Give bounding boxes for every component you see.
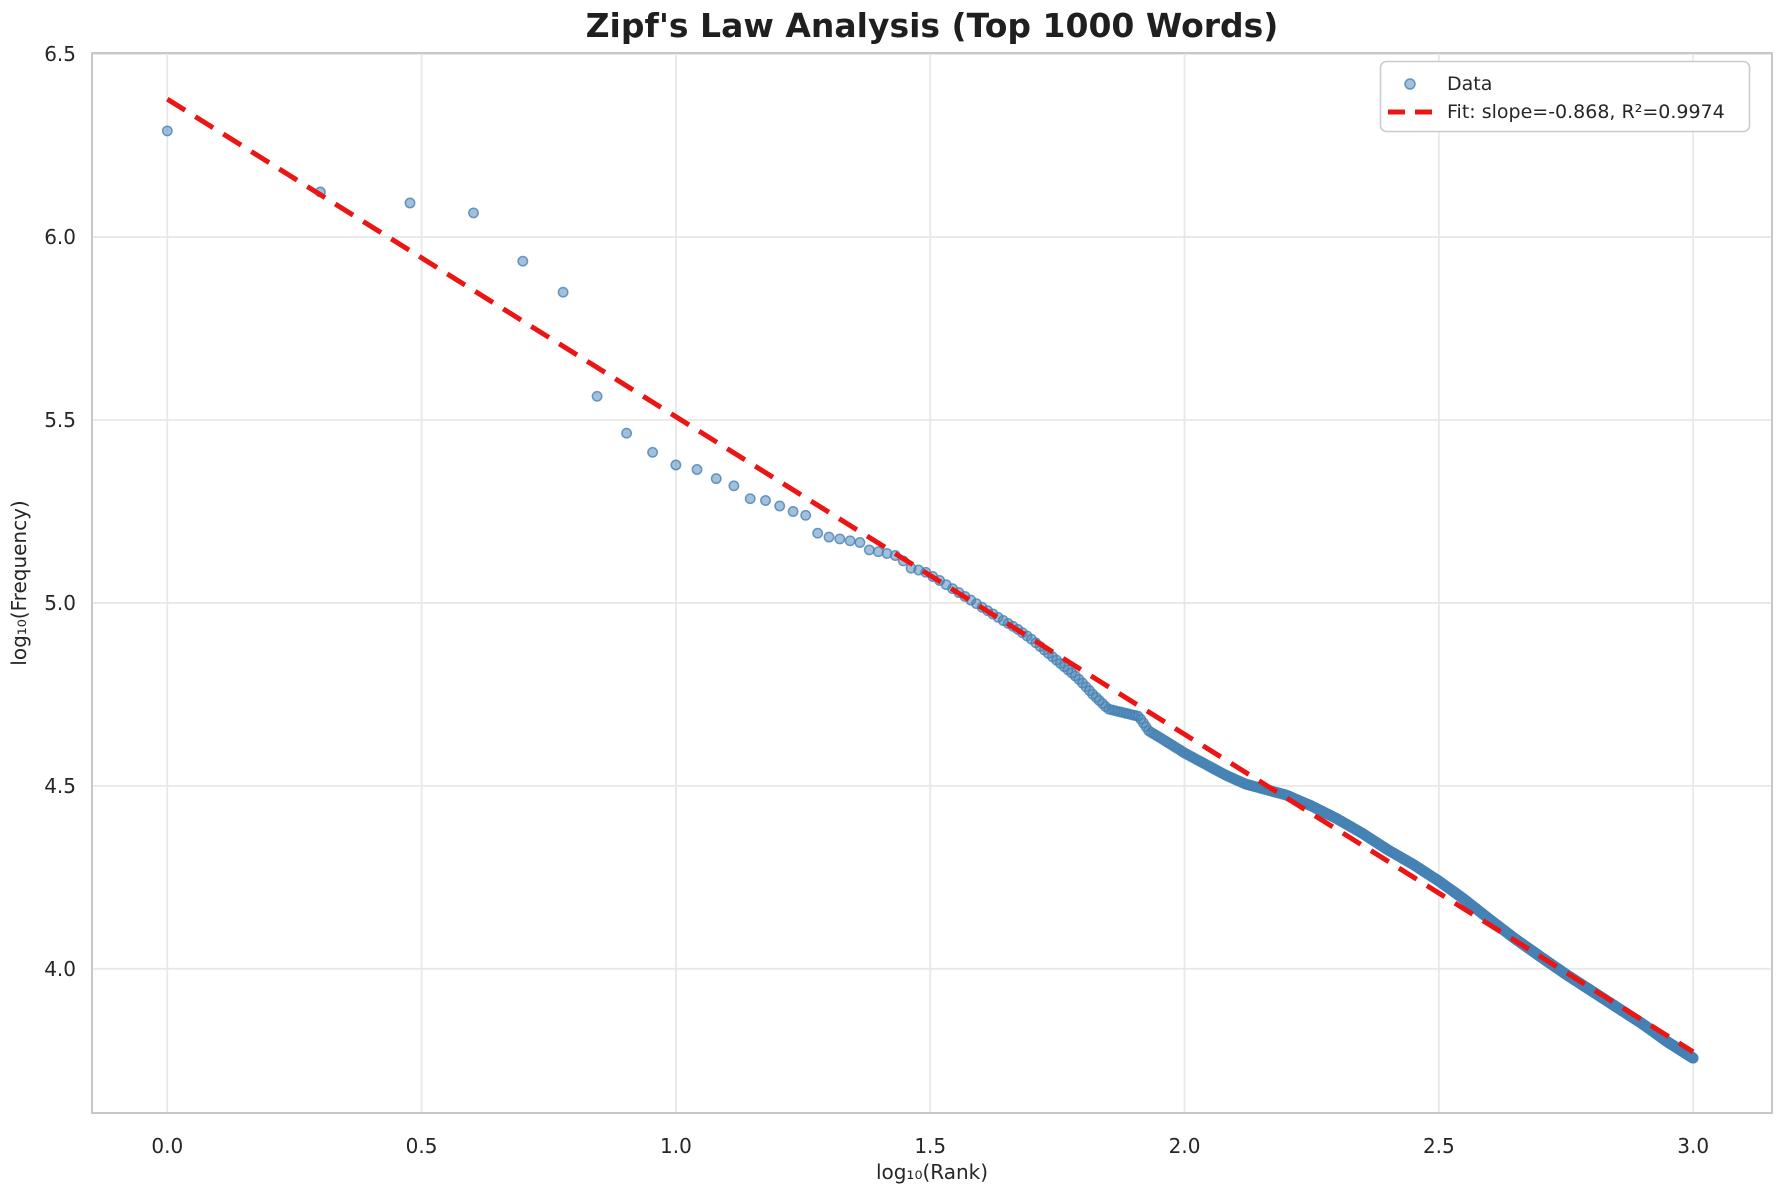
data-point (760, 495, 771, 506)
y-tick-labels: 6.5 6.0 5.5 5.0 4.5 4.0 (44, 42, 76, 981)
data-point (774, 500, 786, 512)
x-tick-labels: 0.0 0.5 1.0 1.5 2.0 2.5 3.0 (151, 1134, 1709, 1158)
data-point (823, 531, 835, 543)
data-point (800, 509, 812, 521)
data-point (863, 544, 875, 556)
data-point (557, 286, 569, 298)
y-axis-label: log₁₀(Frequency) (7, 500, 31, 665)
legend-data-label: Data (1447, 73, 1492, 95)
x-tick-label: 1.0 (660, 1134, 692, 1158)
x-axis-label: log₁₀(Rank) (876, 1160, 988, 1184)
data-point (812, 527, 824, 539)
y-tick-label: 6.0 (44, 225, 76, 249)
data-point (787, 506, 799, 517)
data-point (844, 535, 856, 547)
data-point (591, 390, 603, 402)
data-point (691, 464, 703, 475)
chart-title: Zipf's Law Analysis (Top 1000 Words) (586, 6, 1279, 45)
x-tick-label: 2.5 (1423, 1134, 1455, 1158)
data-point (1687, 1052, 1699, 1064)
fit-line (165, 96, 1695, 1055)
legend-data-marker-icon (1404, 78, 1416, 90)
data-point (710, 473, 722, 485)
data-point (854, 537, 866, 548)
data-point (872, 546, 884, 558)
y-tick-label: 5.5 (44, 408, 76, 432)
legend-fit-label: Fit: slope=-0.868, R²=0.9974 (1447, 101, 1725, 123)
data-point (744, 493, 756, 505)
data-point (161, 125, 173, 137)
data-point (834, 533, 846, 545)
data-point (647, 446, 659, 458)
data-point (468, 207, 479, 219)
y-tick-label: 4.0 (44, 957, 76, 981)
data-point (728, 480, 740, 492)
plot-border (91, 52, 1773, 1114)
legend: Data Fit: slope=-0.868, R²=0.9974 (1379, 60, 1751, 133)
legend-box (1379, 60, 1751, 133)
y-tick-label: 6.5 (44, 42, 76, 66)
y-tick-label: 5.0 (44, 591, 76, 615)
x-tick-label: 0.5 (406, 1134, 438, 1158)
gridlines (92, 53, 1772, 1113)
x-tick-label: 2.0 (1169, 1134, 1201, 1158)
data-point (670, 459, 682, 471)
data-point (517, 255, 529, 267)
data-point (404, 197, 416, 209)
x-tick-label: 3.0 (1677, 1134, 1709, 1158)
y-tick-label: 4.5 (44, 774, 76, 798)
x-tick-label: 0.0 (151, 1134, 183, 1158)
data-point (621, 427, 633, 439)
x-tick-label: 1.5 (914, 1134, 946, 1158)
